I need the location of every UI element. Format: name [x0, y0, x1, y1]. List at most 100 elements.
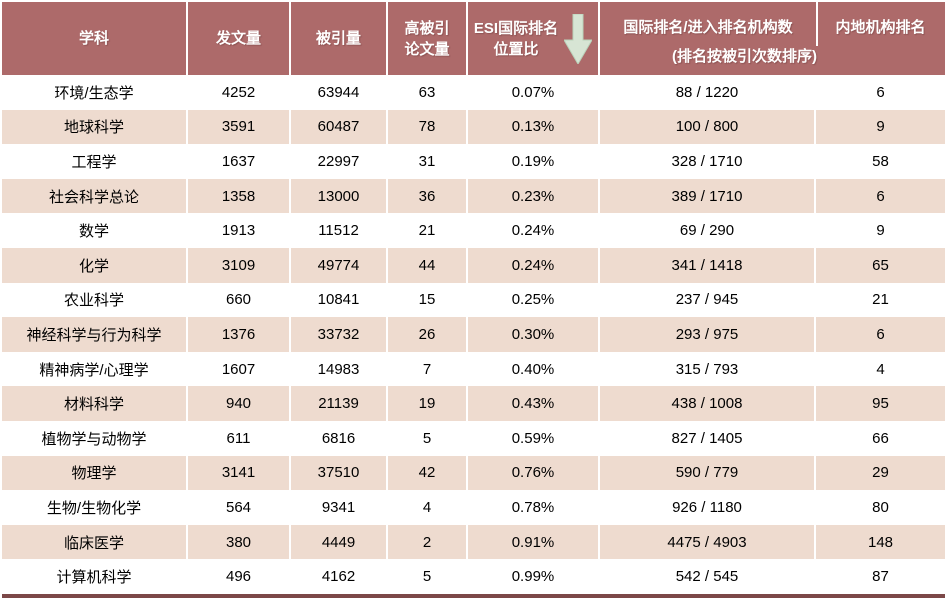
- cell-intl-rank: 438 / 1008: [600, 386, 816, 421]
- table-row: 数学 1913 11512 21 0.24% 69 / 290 9: [2, 213, 945, 248]
- cell-mainland-rank: 58: [872, 152, 889, 170]
- cell-esi-ratio: 0.24%: [468, 213, 600, 248]
- cell-subject: 生物/生物化学: [2, 490, 188, 525]
- cell-mainland-rank: 21: [872, 291, 889, 309]
- cell-esi-ratio: 0.19%: [468, 144, 600, 179]
- cell-highly-cited: 42: [388, 455, 468, 491]
- cell-mainland-rank: 80: [872, 498, 889, 516]
- cell-highly-cited: 4: [388, 490, 468, 525]
- cell-publications: 1913: [188, 213, 291, 248]
- cell-esi-ratio: 0.99%: [468, 559, 600, 594]
- cell-citations: 22997: [291, 144, 388, 179]
- cell-citations: 4162: [291, 559, 388, 594]
- cell-citations: 6816: [291, 420, 388, 456]
- cell-esi-ratio: 0.78%: [468, 490, 600, 525]
- cell-mainland-rank: 9: [876, 222, 885, 240]
- header-rank-note: (排名按被引次数排序): [672, 48, 817, 65]
- cell-publications: 940: [188, 386, 291, 421]
- header-group-rankings: 国际排名/进入排名机构数 内地机构排名 (排名按被引次数排序): [600, 2, 945, 75]
- cell-intl-rank: 542 / 545: [600, 559, 816, 594]
- table-row: 环境/生态学 4252 63944 63 0.07% 88 / 1220 6: [2, 75, 945, 110]
- cell-highly-cited: 15: [388, 282, 468, 318]
- cell-intl-rank: 293 / 975: [600, 317, 816, 352]
- cell-mainland-rank: 4: [876, 360, 885, 378]
- cell-intl-rank: 926 / 1180: [600, 490, 816, 525]
- cell-highly-cited: 5: [388, 559, 468, 594]
- table-row: 计算机科学 496 4162 5 0.99% 542 / 545 87: [2, 559, 945, 594]
- table-row: 工程学 1637 22997 31 0.19% 328 / 1710 58: [2, 144, 945, 179]
- table-row: 临床医学 380 4449 2 0.91% 4475 / 4903 148: [2, 524, 945, 560]
- cell-publications: 611: [188, 420, 291, 456]
- cell-citations: 9341: [291, 490, 388, 525]
- cell-esi-ratio: 0.59%: [468, 420, 600, 456]
- table-row: 农业科学 660 10841 15 0.25% 237 / 945 21: [2, 282, 945, 318]
- cell-citations: 4449: [291, 524, 388, 560]
- cell-subject: 计算机科学: [2, 559, 188, 594]
- table-row: 地球科学 3591 60487 78 0.13% 100 / 800 9: [2, 109, 945, 145]
- cell-highly-cited: 36: [388, 178, 468, 214]
- cell-highly-cited: 78: [388, 109, 468, 145]
- cell-mainland-rank: 66: [872, 429, 889, 447]
- table-row: 生物/生物化学 564 9341 4 0.78% 926 / 1180 80: [2, 490, 945, 525]
- cell-subject: 农业科学: [2, 282, 188, 318]
- cell-highly-cited: 7: [388, 351, 468, 387]
- cell-subject: 化学: [2, 247, 188, 283]
- cell-highly-cited: 21: [388, 213, 468, 248]
- cell-intl-rank: 389 / 1710: [600, 178, 816, 214]
- cell-esi-ratio: 0.23%: [468, 178, 600, 214]
- cell-mainland-rank: 29: [872, 464, 889, 482]
- cell-citations: 10841: [291, 282, 388, 318]
- cell-publications: 564: [188, 490, 291, 525]
- cell-mainland-rank: 87: [872, 568, 889, 586]
- cell-subject: 地球科学: [2, 109, 188, 145]
- header-cell-highly-cited: 高被引 论文量: [388, 2, 468, 75]
- cell-highly-cited: 19: [388, 386, 468, 421]
- cell-highly-cited: 44: [388, 247, 468, 283]
- header-cell-subject: 学科: [2, 2, 188, 75]
- esi-ratio-label: ESI国际排名 位置比: [473, 19, 559, 58]
- cell-citations: 63944: [291, 75, 388, 110]
- cell-mainland-rank: 65: [872, 256, 889, 274]
- cell-subject: 精神病学/心理学: [2, 351, 188, 387]
- cell-subject: 神经科学与行为科学: [2, 317, 188, 352]
- header-cell-intl-rank: 国际排名/进入排名机构数: [623, 18, 793, 36]
- cell-publications: 1637: [188, 144, 291, 179]
- cell-intl-rank: 69 / 290: [600, 213, 816, 248]
- table-row: 精神病学/心理学 1607 14983 7 0.40% 315 / 793 4: [2, 351, 945, 387]
- cell-subject: 社会科学总论: [2, 178, 188, 214]
- cell-highly-cited: 2: [388, 524, 468, 560]
- cell-citations: 21139: [291, 386, 388, 421]
- cell-citations: 49774: [291, 247, 388, 283]
- down-arrow-icon: [564, 13, 593, 64]
- cell-citations: 11512: [291, 213, 388, 248]
- cell-mainland-rank: 6: [876, 325, 885, 343]
- cell-subject: 临床医学: [2, 524, 188, 560]
- cell-mainland-rank: 6: [876, 83, 885, 101]
- header-column-divider: [816, 2, 818, 46]
- cell-esi-ratio: 0.13%: [468, 109, 600, 145]
- cell-subject: 材料科学: [2, 386, 188, 421]
- cell-esi-ratio: 0.76%: [468, 455, 600, 491]
- cell-publications: 380: [188, 524, 291, 560]
- table-row: 社会科学总论 1358 13000 36 0.23% 389 / 1710 6: [2, 178, 945, 214]
- cell-publications: 3591: [188, 109, 291, 145]
- cell-subject: 植物学与动物学: [2, 420, 188, 456]
- cell-publications: 1376: [188, 317, 291, 352]
- cell-intl-rank: 590 / 779: [600, 455, 816, 491]
- cell-mainland-rank: 148: [867, 533, 894, 551]
- header-cell-mainland-rank: 内地机构排名: [835, 18, 926, 36]
- cell-mainland-rank: 6: [876, 187, 885, 205]
- cell-esi-ratio: 0.24%: [468, 247, 600, 283]
- header-cell-esi-ratio: ESI国际排名 位置比: [468, 2, 600, 75]
- header-cell-publications: 发文量: [188, 2, 291, 75]
- cell-highly-cited: 31: [388, 144, 468, 179]
- table-row: 物理学 3141 37510 42 0.76% 590 / 779 29: [2, 455, 945, 491]
- cell-publications: 660: [188, 282, 291, 318]
- cell-highly-cited: 63: [388, 75, 468, 110]
- cell-publications: 4252: [188, 75, 291, 110]
- cell-intl-rank: 100 / 800: [600, 109, 816, 145]
- cell-mainland-rank: 9: [876, 118, 885, 136]
- cell-subject: 工程学: [2, 144, 188, 179]
- cell-esi-ratio: 0.91%: [468, 524, 600, 560]
